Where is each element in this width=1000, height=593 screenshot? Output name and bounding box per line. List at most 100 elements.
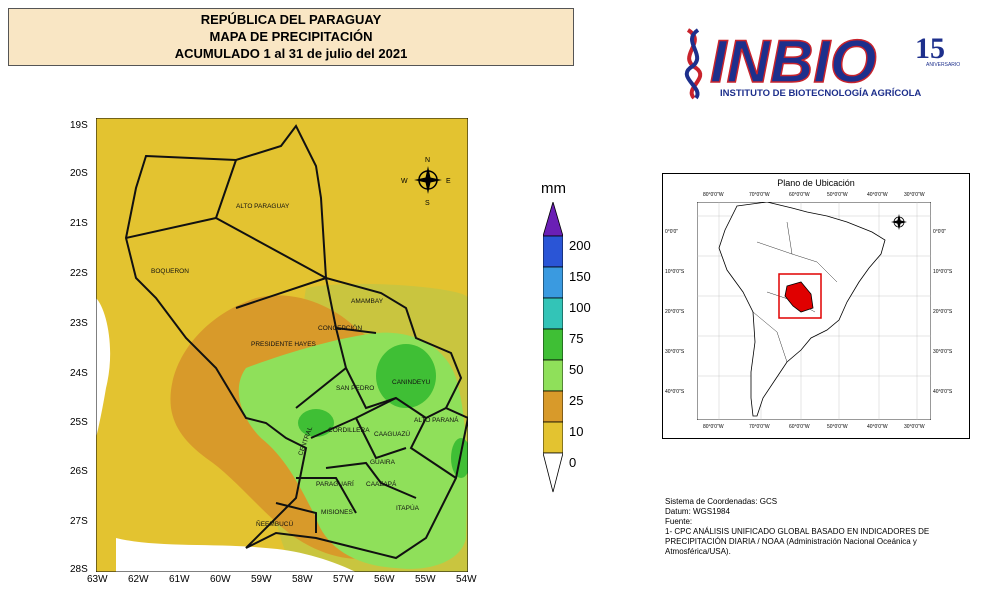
lat-label: 23S [70,318,88,329]
lat-tick: 0°0'0" [665,229,679,235]
lon-label: 60W [210,574,231,585]
dept-label: SAN PEDRO [336,385,374,392]
legend-level: 150 [569,269,591,284]
lon-label: 55W [415,574,436,585]
source-heading: Fuente: [665,517,693,526]
lon-tick: 70°0'0"W [749,192,770,198]
right-lat-labels: 0°0'0" 10°0'0"S 20°0'0"S 30°0'0"S 40°0'0… [933,212,967,412]
lon-label: 54W [456,574,477,585]
logo-subtitle: INSTITUTO DE BIOTECNOLOGÍA AGRÍCOLA [720,88,921,99]
precipitation-raster: ALTO PARAGUAY BOQUERON AMAMBAY CONCEPCIÓ… [96,118,468,572]
lon-tick: 40°0'0"W [867,192,888,198]
lon-tick: 50°0'0"W [827,192,848,198]
mini-compass-icon [891,214,907,230]
dept-label: CAAGUAZÚ [374,429,410,438]
lat-label: 19S [70,120,88,131]
dna-helix-icon [685,28,703,100]
location-title: Plano de Ubicación [777,178,855,188]
anniversary-word: ANIVERSARIO [926,62,960,68]
lat-label: 22S [70,268,88,279]
dept-label: CORDILLERA [328,427,370,434]
lat-label: 26S [70,466,88,477]
legend-level: 10 [569,424,584,439]
lon-label: 56W [374,574,395,585]
source-text: 1- CPC ANÁLISIS UNIFICADO GLOBAL BASADO … [665,527,930,556]
lon-tick: 30°0'0"W [904,424,925,430]
lat-label: 20S [70,168,88,179]
dept-label: ALTO PARAGUAY [236,203,290,210]
logo-wordmark: INBIO [710,28,877,95]
anniversary-number: 15 [915,32,945,65]
lat-tick: 30°0'0"S [933,349,953,355]
dept-label: CAAZAPÁ [366,479,397,488]
lon-label: 58W [292,574,313,585]
legend-level: 0 [569,455,577,470]
lon-tick: 40°0'0"W [867,424,888,430]
lat-label: 27S [70,516,88,527]
lon-tick: 60°0'0"W [789,424,810,430]
dept-label: CANINDEYU [392,379,431,386]
paraguay-highlight [784,281,814,313]
title-line-2: MAPA DE PRECIPITACIÓN [209,29,373,44]
legend-unit: mm [541,180,566,197]
paraguay-frame [778,273,822,319]
lat-tick: 30°0'0"S [665,349,685,355]
title-line-3: ACUMULADO 1 al 31 de julio del 2021 [174,46,408,61]
lat-tick: 10°0'0"S [665,269,685,275]
legend-level: 25 [569,393,584,408]
lat-tick: 10°0'0"S [933,269,953,275]
inbio-logo: INBIO INSTITUTO DE BIOTECNOLOGÍA AGRÍCOL… [680,22,970,102]
lon-label: 63W [87,574,108,585]
compass-w: W [401,178,408,185]
legend-level: 50 [569,362,584,377]
dept-label: BOQUERON [151,268,189,275]
lat-tick: 40°0'0"S [933,389,953,395]
legend-colorbar [543,202,563,493]
paraguay-border [124,124,468,560]
map-title-box: REPÚBLICA DEL PARAGUAY MAPA DE PRECIPITA… [8,8,574,66]
lon-label: 61W [169,574,190,585]
dept-label: PARAGUARÍ [316,479,354,488]
dept-label: ÑEEMBUCÚ [256,519,294,528]
lat-label: 24S [70,368,88,379]
dept-label: PRESIDENTE HAYES [251,341,317,348]
dept-label: ITAPÚA [396,503,420,512]
lat-tick: 20°0'0"S [665,309,685,315]
lon-tick: 60°0'0"W [789,192,810,198]
lon-tick: 80°0'0"W [703,192,724,198]
lon-tick: 30°0'0"W [904,192,925,198]
compass-n: N [425,157,430,164]
south-america-map [697,202,931,420]
dept-label: ALTO PARANÁ [414,415,459,424]
title-line-1: REPÚBLICA DEL PARAGUAY [200,12,382,27]
lon-label: 62W [128,574,149,585]
compass-icon: N S E W [401,157,451,207]
location-map: Plano de Ubicación 80°0'0"W 70°0'0"W 60°… [662,173,970,439]
dept-label: CONCEPCIÓN [318,323,362,332]
lat-label: 21S [70,218,88,229]
lon-label: 57W [333,574,354,585]
lat-tick: 0°0'0" [933,229,947,235]
datum: Datum: WGS1984 [665,507,730,516]
legend-level: 100 [569,300,591,315]
precipitation-map: 19S 20S 21S 22S 23S 24S 25S 26S 27S 28S [68,118,488,588]
legend-level: 75 [569,331,584,346]
source-notes: Sistema de Coordenadas: GCS Datum: WGS19… [665,497,965,557]
compass-e: E [446,178,451,185]
dept-label: AMAMBAY [351,298,384,305]
lon-tick: 50°0'0"W [827,424,848,430]
coord-system: Sistema de Coordenadas: GCS [665,497,778,506]
legend-level: 200 [569,238,591,253]
precipitation-legend: mm 200 150 100 75 50 25 10 0 [535,180,595,500]
lat-tick: 40°0'0"S [665,389,685,395]
left-lat-labels: 0°0'0" 10°0'0"S 20°0'0"S 30°0'0"S 40°0'0… [665,212,695,412]
lat-tick: 20°0'0"S [933,309,953,315]
lat-label: 28S [70,564,88,575]
bottom-lon-labels: 80°0'0"W 70°0'0"W 60°0'0"W 50°0'0"W 40°0… [699,424,933,430]
lon-tick: 80°0'0"W [703,424,724,430]
top-lon-labels: 80°0'0"W 70°0'0"W 60°0'0"W 50°0'0"W 40°0… [699,192,933,198]
lat-label: 25S [70,417,88,428]
lon-label: 59W [251,574,272,585]
compass-s: S [425,200,430,207]
lon-tick: 70°0'0"W [749,424,770,430]
